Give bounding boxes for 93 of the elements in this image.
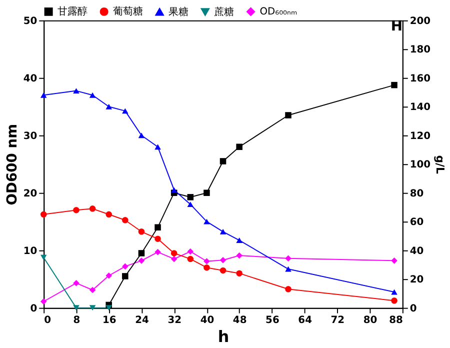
point: [40, 254, 47, 260]
x-tick-label: 48: [232, 315, 247, 326]
point: [285, 112, 292, 118]
point: [154, 236, 161, 242]
point: [122, 217, 128, 224]
point: [236, 252, 242, 259]
y2-tick-label: 60: [410, 217, 424, 228]
y-tick-label: 10: [23, 246, 38, 257]
point: [122, 108, 128, 114]
point: [187, 194, 194, 200]
point: [285, 266, 292, 272]
x-tick-label: 0: [44, 315, 52, 326]
point: [73, 280, 80, 286]
point: [138, 228, 145, 235]
point: [170, 250, 178, 256]
point: [154, 224, 161, 230]
x-tick-label: 56: [266, 315, 280, 326]
y2-tick-label: 200: [410, 16, 431, 27]
point: [73, 305, 80, 311]
point: [391, 82, 398, 88]
point: [391, 258, 398, 264]
point: [204, 264, 210, 271]
point: [391, 298, 398, 304]
point: [170, 187, 178, 193]
point: [89, 92, 96, 98]
point: [138, 258, 145, 264]
point: [106, 104, 112, 110]
y-tick-label: 50: [23, 16, 38, 27]
y-tick-label: 0: [30, 303, 38, 314]
y2-tick-label: 180: [410, 44, 431, 56]
point: [285, 255, 292, 262]
x-tick-label: 72: [330, 315, 345, 326]
point: [236, 238, 242, 243]
point: [204, 218, 210, 224]
point: [73, 88, 80, 94]
legend-label: 蔗糖: [214, 6, 234, 18]
x-tick-label: 16: [102, 315, 116, 326]
y2-axis-title: g/L: [433, 155, 446, 174]
y2-tick-label: 120: [410, 130, 431, 142]
point: [122, 263, 128, 270]
y-axis-title: OD600 nm: [4, 124, 20, 206]
point: [89, 286, 96, 294]
point: [89, 305, 96, 311]
x-tick-label: 40: [200, 315, 214, 326]
y-tick-label: 20: [23, 188, 38, 200]
x-tick-label: 8: [73, 315, 80, 326]
point: [220, 158, 226, 164]
x-tick-label: 24: [135, 315, 149, 326]
x-tick-label: 64: [298, 315, 312, 326]
y2-tick-label: 140: [410, 102, 431, 114]
legend-label: OD₆₀₀ₙₘ: [260, 6, 298, 18]
point: [187, 202, 194, 208]
y2-tick-label: 100: [410, 160, 431, 171]
point: [170, 256, 178, 262]
x-tick-label: 80: [363, 315, 378, 326]
point: [106, 305, 112, 311]
x-tick-label: 32: [168, 315, 182, 326]
point: [285, 286, 292, 292]
point: [40, 92, 47, 98]
y2-tick-label: 0: [410, 303, 417, 314]
legend-label: 葡萄糖: [112, 6, 143, 18]
point: [40, 211, 47, 218]
point: [187, 248, 194, 255]
point: [154, 248, 161, 256]
y2-tick-label: 160: [410, 73, 431, 84]
point: [391, 289, 398, 295]
x-tick-label: 88: [389, 315, 404, 326]
point: [106, 272, 112, 279]
point: [122, 273, 128, 280]
point: [204, 258, 210, 264]
y2-tick-label: 40: [410, 246, 424, 257]
legend-label: 甘露醇: [57, 6, 88, 18]
point: [204, 190, 210, 196]
point: [236, 270, 242, 276]
y-tick-label: 30: [23, 130, 38, 142]
x-axis-title: h: [218, 327, 230, 346]
annotation: H: [390, 18, 402, 34]
y2-tick-label: 20: [410, 274, 424, 286]
point: [220, 256, 226, 264]
point: [89, 206, 96, 212]
point: [220, 267, 226, 274]
point: [236, 144, 242, 150]
legend-label: 果糖: [168, 6, 188, 18]
point: [220, 228, 226, 234]
point: [138, 132, 145, 138]
point: [154, 144, 161, 150]
point: [138, 250, 145, 256]
point: [73, 206, 80, 214]
point: [187, 256, 194, 262]
point: [106, 211, 112, 218]
y-tick-label: 40: [23, 73, 38, 84]
point: [40, 298, 47, 305]
y2-tick-label: 80: [410, 188, 424, 200]
